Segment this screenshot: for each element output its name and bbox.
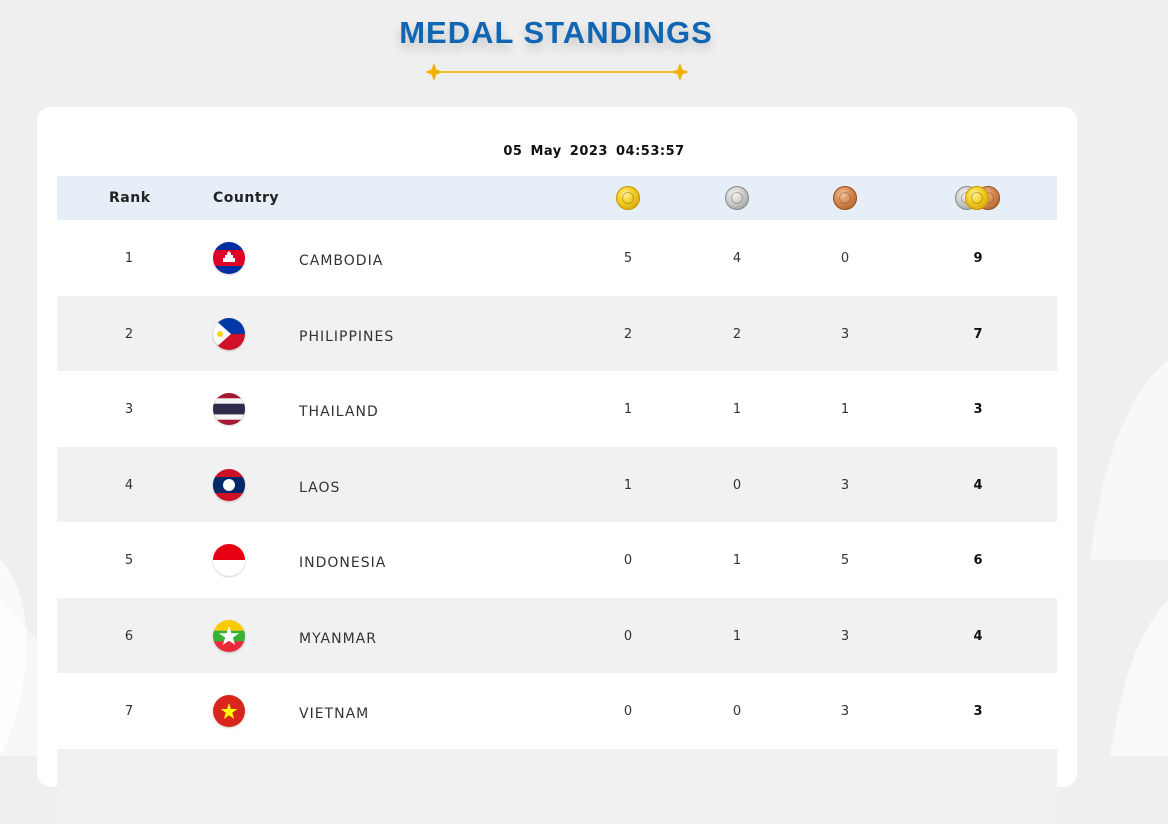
indonesia-flag-icon <box>213 544 245 576</box>
title-divider-decoration <box>422 60 692 84</box>
table-row[interactable]: 1 CAMBODIA 5 4 0 9 <box>57 220 1057 296</box>
rank-column-header[interactable]: Rank <box>109 190 151 206</box>
rank-cell: 1 <box>57 251 201 266</box>
silver-count: 4 <box>717 251 757 266</box>
table-row[interactable]: 7 VIETNAM 0 0 3 3 <box>57 673 1057 749</box>
page-header: MEDAL STANDINGS <box>0 0 1168 100</box>
country-name[interactable]: THAILAND <box>299 404 379 420</box>
bronze-count: 3 <box>825 704 865 719</box>
bronze-count: 3 <box>825 327 865 342</box>
silver-count: 2 <box>717 327 757 342</box>
total-count: 3 <box>958 704 998 719</box>
gold-count: 0 <box>608 704 648 719</box>
rank-cell: 5 <box>57 553 201 568</box>
total-count: 9 <box>958 251 998 266</box>
gold-medal-icon[interactable] <box>616 186 640 210</box>
bronze-count: 3 <box>825 629 865 644</box>
gold-count: 1 <box>608 478 648 493</box>
timestamp-date: 05 May 2023 <box>503 144 608 159</box>
total-count: 7 <box>958 327 998 342</box>
silver-count: 0 <box>717 704 757 719</box>
vietnam-flag-icon <box>213 695 245 727</box>
last-updated-timestamp: 05 May 2023 04:53:57 <box>37 144 1151 159</box>
thailand-flag-icon <box>213 393 245 425</box>
page-title: MEDAL STANDINGS <box>0 15 1112 51</box>
rank-cell: 7 <box>57 704 201 719</box>
bronze-count: 3 <box>825 478 865 493</box>
table-header-row: Rank Country <box>57 176 1057 220</box>
country-name[interactable]: PHILIPPINES <box>299 329 394 345</box>
silver-count: 1 <box>717 553 757 568</box>
rank-cell: 2 <box>57 327 201 342</box>
table-row[interactable]: 2 PHILIPPINES 2 2 3 7 <box>57 296 1057 372</box>
total-count: 6 <box>958 553 998 568</box>
rank-cell: 4 <box>57 478 201 493</box>
country-name[interactable]: MYANMAR <box>299 631 377 647</box>
philippines-flag-icon <box>213 318 245 350</box>
myanmar-flag-icon <box>213 620 245 652</box>
table-row[interactable]: 6 MYANMAR 0 1 3 4 <box>57 598 1057 674</box>
silver-medal-icon[interactable] <box>725 186 749 210</box>
gold-count: 5 <box>608 251 648 266</box>
table-row[interactable]: 4 LAOS 1 0 3 4 <box>57 447 1057 523</box>
rank-cell: 6 <box>57 629 201 644</box>
laos-flag-icon <box>213 469 245 501</box>
gold-count: 0 <box>608 553 648 568</box>
bronze-count: 1 <box>825 402 865 417</box>
table-row[interactable]: 3 THAILAND 1 1 1 3 <box>57 371 1057 447</box>
total-medals-icon[interactable] <box>955 186 1001 210</box>
country-name[interactable]: INDONESIA <box>299 555 386 571</box>
gold-count: 2 <box>608 327 648 342</box>
medal-table-body: 1 CAMBODIA 5 4 0 9 2 <box>57 220 1057 824</box>
medal-table-card: 05 May 2023 04:53:57 Rank Country 1 <box>37 107 1077 787</box>
country-name[interactable]: CAMBODIA <box>299 253 383 269</box>
total-count: 4 <box>958 478 998 493</box>
silver-count: 1 <box>717 629 757 644</box>
total-count: 4 <box>958 629 998 644</box>
bronze-count: 5 <box>825 553 865 568</box>
bronze-count: 0 <box>825 251 865 266</box>
country-column-header[interactable]: Country <box>213 190 279 206</box>
cambodia-flag-icon <box>213 242 245 274</box>
gold-count: 1 <box>608 402 648 417</box>
bronze-medal-icon[interactable] <box>833 186 857 210</box>
table-row[interactable]: 5 INDONESIA 0 1 5 6 <box>57 522 1057 598</box>
country-name[interactable]: LAOS <box>299 480 340 496</box>
timestamp-time: 04:53:57 <box>616 144 685 159</box>
country-name[interactable]: VIETNAM <box>299 706 369 722</box>
total-count: 3 <box>958 402 998 417</box>
silver-count: 1 <box>717 402 757 417</box>
silver-count: 0 <box>717 478 757 493</box>
table-row-partial[interactable] <box>57 749 1057 824</box>
gold-count: 0 <box>608 629 648 644</box>
rank-cell: 3 <box>57 402 201 417</box>
